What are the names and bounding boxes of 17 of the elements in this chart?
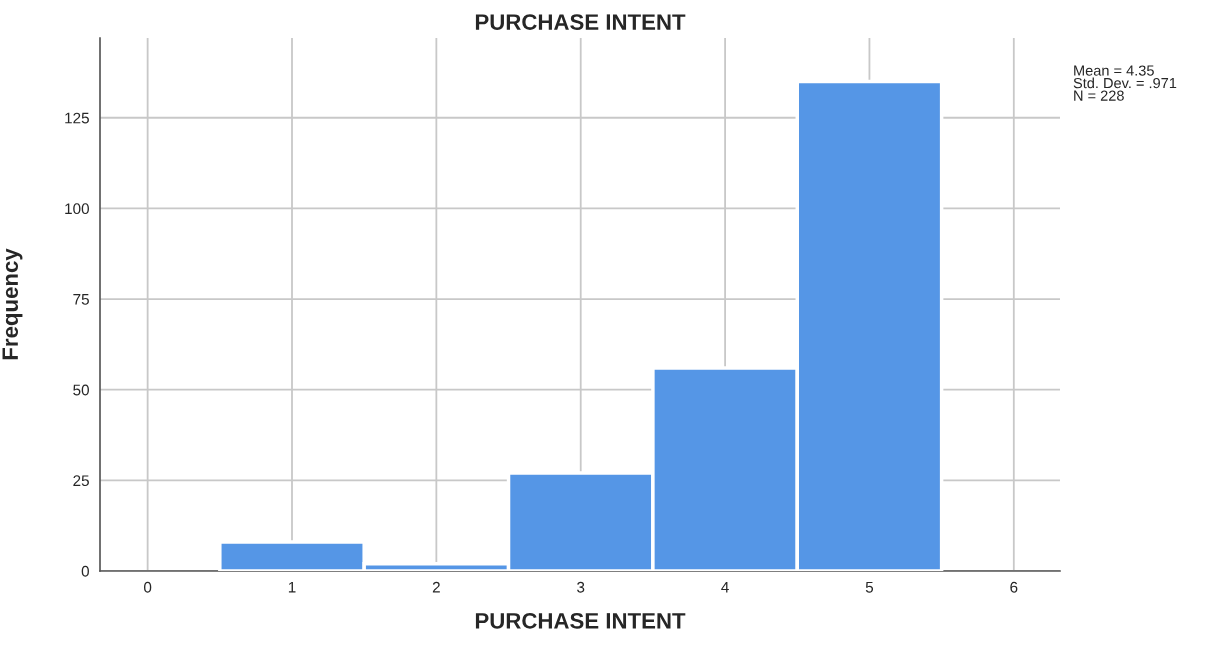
text: Mean = 4.35 Std. Dev. = .971 N = 228 [1073,65,1177,101]
y-tick-label: 50 [73,384,89,396]
y-tick-label: 0 [81,565,89,577]
x-axis-title: PURCHASE INTENT [475,612,686,629]
x-tick-label: 5 [865,581,874,593]
y-tick-label: 125 [65,112,89,124]
x-tick-label: 4 [721,581,729,593]
y-tick-label: 25 [73,475,89,487]
x-tick-label: 3 [577,581,585,593]
x-tick-label: 2 [432,581,440,593]
x-tick-label: 6 [1010,581,1018,593]
y-axis-title: Frequency [2,248,23,360]
chart-title: PURCHASE INTENT [475,14,686,30]
x-tick-label: 0 [143,581,152,593]
x-tick-label: 1 [288,581,296,593]
y-tick-label: 75 [73,294,89,305]
y-tick-label: 100 [65,203,89,215]
